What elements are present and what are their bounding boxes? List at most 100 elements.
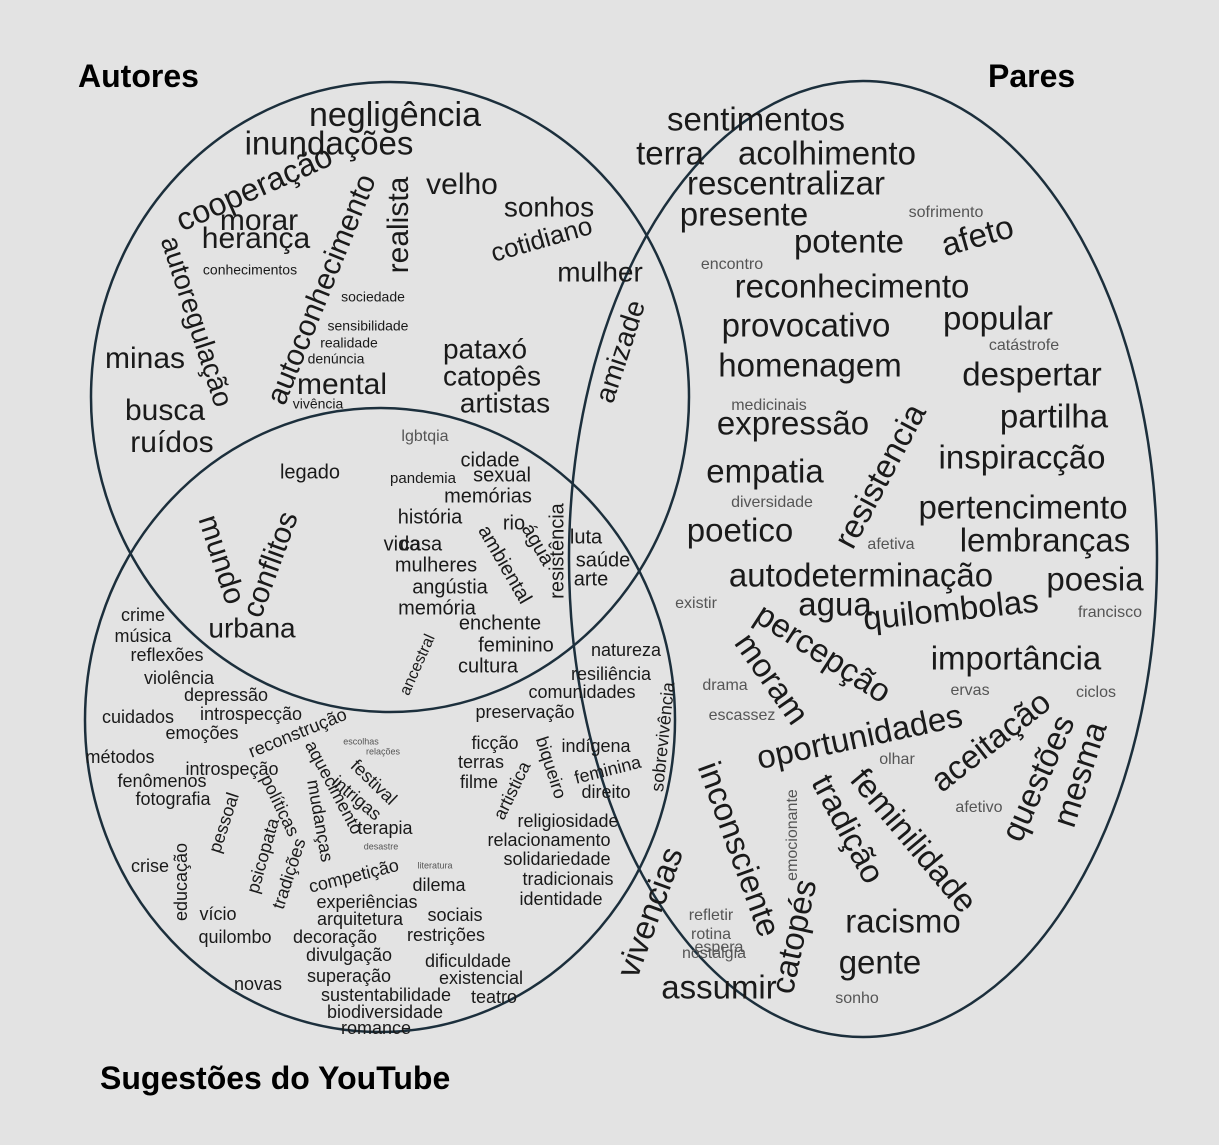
word-pares-youtube: indígena (561, 736, 631, 756)
word-center: ancestral (397, 632, 439, 698)
word-youtube-only: dilema (412, 875, 466, 895)
word-youtube-only: decoração (293, 927, 377, 947)
word-youtube-only: terapia (357, 818, 413, 838)
word-youtube-only: quilombo (198, 927, 271, 947)
word-center: pandemia (390, 470, 457, 487)
word-pares-only: catástrofe (989, 337, 1059, 354)
word-center: enchente (459, 612, 541, 634)
word-youtube-only: violência (144, 668, 215, 688)
word-autores-youtube: conflitos (236, 507, 305, 622)
word-pares-youtube: tradicionais (522, 869, 613, 889)
word-youtube-only: crise (131, 856, 169, 876)
word-autores-only: vivência (293, 396, 344, 412)
word-youtube-only: escolhas (343, 736, 379, 746)
word-youtube-only: divulgação (306, 945, 392, 965)
word-center: angústia (412, 576, 488, 598)
word-center: cidade (461, 449, 520, 471)
word-pares-only: nostalgia (682, 945, 746, 962)
word-center: luta (570, 526, 603, 548)
word-autores-pares: mulher (557, 256, 643, 287)
word-pares-youtube: filme (460, 772, 498, 792)
word-youtube-only: crime (121, 605, 165, 625)
word-pares-only: partilha (1000, 398, 1109, 435)
word-center: casa (400, 533, 443, 555)
word-autores-pares: catopês (443, 360, 541, 391)
word-youtube-only: introspeção (185, 759, 278, 779)
word-autores-only: minas (105, 342, 185, 375)
word-pares-only: medicinais (731, 397, 807, 414)
word-pares-only: despertar (962, 356, 1101, 393)
word-autores-only: realista (382, 176, 415, 273)
word-center: resistência (546, 502, 568, 598)
word-pares-only: empatia (706, 453, 824, 490)
word-pares-only: rescentralizar (687, 165, 885, 202)
autores-circle (89, 80, 691, 714)
word-pares-youtube: ficção (471, 733, 518, 753)
youtube-circle (83, 406, 677, 1034)
word-autores-only: morar (220, 204, 298, 237)
word-pares-youtube: identidade (519, 889, 602, 909)
word-youtube-only: música (114, 626, 172, 646)
word-youtube-only: sustentabilidade (321, 985, 451, 1005)
word-youtube-only: experiências (316, 892, 417, 912)
word-pares-only: diversidade (731, 494, 813, 511)
word-pares-only: sentimentos (667, 101, 845, 138)
word-youtube-only: fotografia (135, 789, 211, 809)
word-pares-only: sonho (835, 990, 879, 1007)
word-autores-only: sociedade (341, 289, 405, 305)
pares-set-title: Pares (988, 58, 1076, 94)
word-pares-only: gente (839, 944, 922, 981)
word-pares-only: poetico (687, 512, 793, 549)
word-center: saúde (576, 549, 631, 571)
word-youtube-only: desastre (364, 841, 399, 851)
word-youtube-only: vício (199, 904, 236, 924)
word-pares-only: drama (702, 677, 747, 694)
word-pares-only: autodeterminação (729, 557, 993, 594)
word-youtube-only: novas (234, 974, 282, 994)
word-autores-only: velho (426, 168, 498, 201)
word-pares-youtube: comunidades (528, 682, 635, 702)
word-pares-only: espera (695, 939, 744, 956)
word-youtube-only: relações (366, 746, 401, 756)
word-pares-only: afetiva (867, 536, 914, 553)
word-autores-pares: sonhos (504, 191, 594, 222)
word-autores-only: realidade (320, 335, 378, 351)
word-pares-youtube: solidariedade (503, 849, 610, 869)
word-center: história (398, 506, 463, 528)
word-pares-only: encontro (701, 256, 763, 273)
word-center: memórias (444, 485, 532, 507)
word-pares-only: homenagem (718, 347, 901, 384)
word-autores-only: ruídos (130, 426, 213, 459)
word-pares-only: expressão (717, 405, 869, 442)
word-pares-only: escassez (709, 707, 776, 724)
word-youtube-only: existencial (439, 968, 523, 988)
word-youtube-only: fenômenos (117, 771, 206, 791)
word-pares-youtube: resiliência (571, 664, 652, 684)
word-pares-only: existir (675, 595, 717, 612)
word-pares-only: poesia (1046, 561, 1144, 598)
word-youtube-only: métodos (85, 747, 154, 767)
word-pares-only: popular (943, 300, 1053, 337)
autores-set-title: Autores (78, 58, 199, 94)
word-autores-pares: pataxó (443, 333, 527, 364)
pares-circle (567, 79, 1159, 1039)
word-pares-only: emocionante (784, 789, 801, 881)
word-autores-only: sensibilidade (328, 318, 409, 334)
word-pares-only: olhar (879, 751, 915, 768)
word-autores-only: busca (125, 394, 205, 427)
word-autores-only: autoregulação (155, 232, 239, 410)
word-youtube-only: teatro (471, 987, 517, 1007)
word-youtube-only: arquitetura (317, 909, 404, 929)
word-pares-only: agua (798, 586, 872, 623)
word-pares-youtube: direito (581, 782, 630, 802)
word-youtube-only: emoções (165, 723, 238, 743)
word-autores-only: negligência (309, 96, 481, 134)
word-youtube-only: biodiversidade (327, 1002, 443, 1022)
word-center: memória (398, 597, 477, 619)
word-center: lgbtqia (401, 428, 448, 445)
word-autores-youtube: legado (280, 461, 340, 483)
word-pares-only: lembranças (960, 522, 1131, 559)
